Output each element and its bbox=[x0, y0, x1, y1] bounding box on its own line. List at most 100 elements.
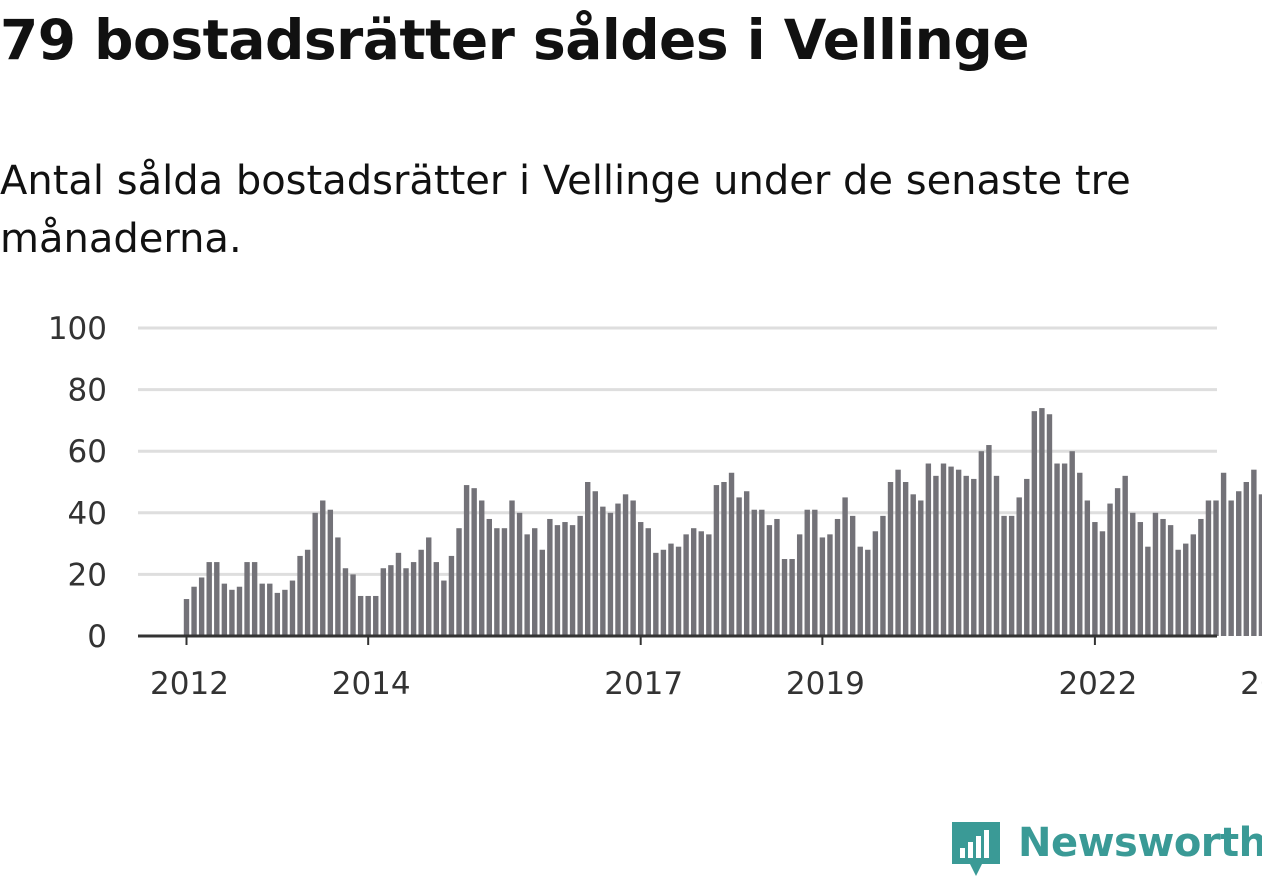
bar bbox=[615, 503, 621, 636]
bar bbox=[297, 555, 303, 636]
bar bbox=[1122, 475, 1128, 636]
bar bbox=[577, 515, 583, 636]
bar bbox=[993, 475, 1000, 636]
bar bbox=[463, 485, 470, 636]
bar bbox=[751, 509, 757, 636]
bar bbox=[1016, 497, 1022, 636]
x-tick-label: 2017 bbox=[604, 666, 683, 702]
bar bbox=[486, 518, 492, 636]
bar bbox=[1167, 525, 1174, 636]
bar bbox=[1183, 543, 1189, 636]
chart-title: 79 bostadsrätter såldes i Vellinge bbox=[0, 8, 1030, 72]
bar bbox=[585, 482, 591, 636]
bar bbox=[1220, 472, 1227, 636]
bar bbox=[918, 500, 924, 636]
bar bbox=[902, 482, 909, 636]
bar bbox=[706, 534, 712, 636]
bar bbox=[501, 528, 508, 636]
bar bbox=[804, 509, 810, 636]
bar bbox=[660, 549, 667, 636]
bar bbox=[1236, 491, 1242, 636]
bar bbox=[562, 522, 568, 636]
bar bbox=[789, 559, 795, 636]
bar bbox=[1092, 522, 1098, 636]
bar bbox=[259, 583, 265, 636]
bar bbox=[653, 552, 659, 636]
bar bbox=[865, 549, 871, 636]
bar bbox=[471, 488, 477, 636]
bar bbox=[532, 528, 538, 636]
bar bbox=[1061, 463, 1068, 636]
bar bbox=[1099, 531, 1106, 636]
bar bbox=[1114, 488, 1121, 636]
bar bbox=[925, 463, 932, 636]
bar bbox=[320, 500, 326, 636]
bar bbox=[940, 463, 947, 636]
bar bbox=[547, 518, 553, 636]
bar bbox=[774, 518, 780, 636]
bar bbox=[221, 583, 228, 636]
bar bbox=[1130, 512, 1136, 636]
bar bbox=[1160, 518, 1166, 636]
bar bbox=[267, 583, 273, 636]
bar bbox=[206, 562, 212, 636]
bar bbox=[834, 518, 841, 636]
bar bbox=[289, 580, 296, 636]
bar bbox=[743, 491, 750, 636]
bar bbox=[357, 595, 364, 636]
bar bbox=[698, 531, 704, 636]
bar bbox=[1077, 472, 1083, 636]
bar bbox=[569, 525, 576, 636]
bar bbox=[812, 509, 818, 636]
bar bbox=[978, 451, 985, 636]
bar bbox=[736, 497, 742, 636]
bar bbox=[335, 537, 341, 636]
bar bbox=[887, 482, 894, 636]
bar bbox=[365, 595, 371, 636]
bar bbox=[380, 568, 387, 636]
bar bbox=[796, 534, 803, 636]
bar bbox=[781, 559, 788, 636]
bar bbox=[1069, 451, 1075, 636]
bar bbox=[675, 546, 682, 636]
bar bbox=[1001, 515, 1007, 636]
bar bbox=[1243, 482, 1249, 636]
bar bbox=[1175, 549, 1181, 636]
bar bbox=[410, 562, 417, 636]
bar bbox=[509, 500, 515, 636]
bar bbox=[880, 515, 886, 636]
bar bbox=[1054, 463, 1060, 636]
bar bbox=[895, 469, 901, 636]
bar bbox=[388, 565, 394, 636]
bar bbox=[1258, 494, 1262, 636]
bar bbox=[456, 528, 462, 636]
bar bbox=[1107, 503, 1113, 636]
bar bbox=[373, 595, 379, 636]
bar bbox=[683, 534, 689, 636]
bar bbox=[690, 528, 697, 636]
y-tick-label: 80 bbox=[68, 373, 107, 409]
x-axis-ticks: 2012 2014 2017 2019 2022 2024 bbox=[150, 636, 1262, 702]
gridlines bbox=[138, 326, 1217, 576]
bar bbox=[236, 586, 243, 636]
bar bbox=[1024, 478, 1030, 636]
bar bbox=[933, 475, 939, 636]
bar bbox=[857, 546, 863, 636]
bar bbox=[668, 543, 674, 636]
bar bbox=[1084, 500, 1091, 636]
bar bbox=[1031, 411, 1038, 636]
bar bbox=[971, 478, 977, 636]
bar bbox=[251, 562, 258, 636]
bars bbox=[183, 408, 1262, 636]
bar bbox=[1008, 515, 1015, 636]
bar bbox=[963, 475, 969, 636]
bar bbox=[645, 528, 651, 636]
bar bbox=[304, 549, 311, 636]
bar bbox=[524, 534, 530, 636]
bar bbox=[448, 555, 455, 636]
bar bbox=[342, 568, 349, 636]
bar bbox=[766, 525, 773, 636]
chart-subtitle: Antal sålda bostadsrätter i Vellinge und… bbox=[0, 158, 1131, 262]
bar bbox=[516, 512, 523, 636]
bar bbox=[274, 592, 281, 636]
